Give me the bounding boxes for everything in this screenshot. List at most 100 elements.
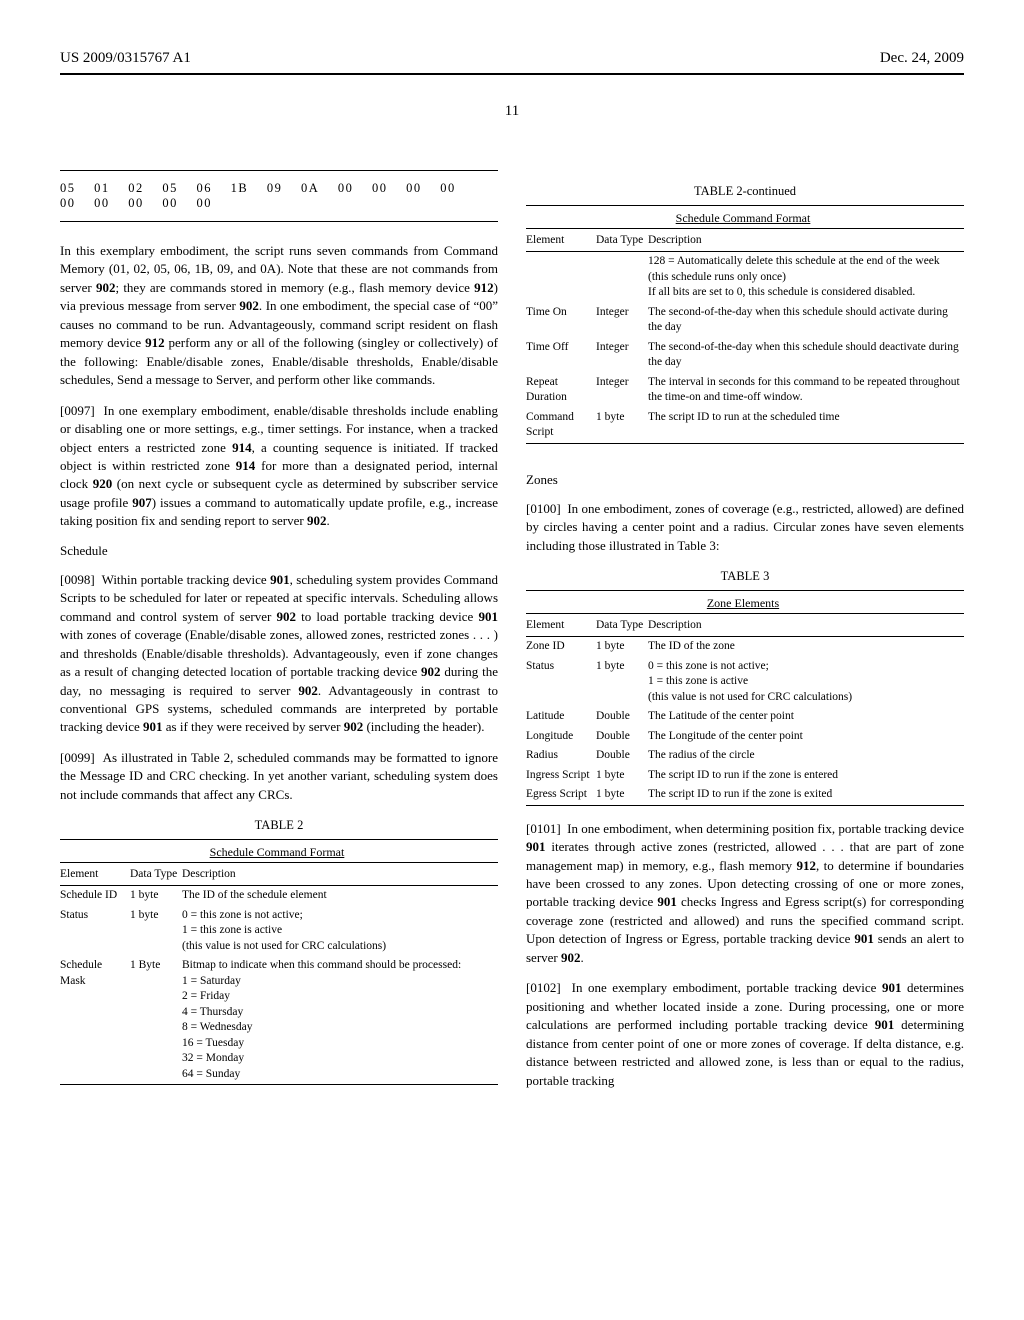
cell-datatype: 1 byte (596, 657, 648, 708)
para-0101: [0101] In one embodiment, when determini… (526, 820, 964, 968)
table-row: Time OnIntegerThe second-of-the-day when… (526, 303, 964, 338)
cell-description: The script ID to run if the zone is exit… (648, 785, 964, 805)
cell-description: The Longitude of the center point (648, 727, 964, 747)
table2-right: Schedule Command Format Element Data Typ… (526, 205, 964, 444)
cell-description: The Latitude of the center point (648, 707, 964, 727)
th-datatype: Data Type (596, 614, 648, 637)
table-row: Time OffIntegerThe second-of-the-day whe… (526, 338, 964, 373)
cell-element: Schedule ID (60, 886, 130, 906)
cell-datatype: 1 byte (596, 637, 648, 657)
cell-description: 0 = this zone is not active; 1 = this zo… (648, 657, 964, 708)
table2-left: Schedule Command Format Element Data Typ… (60, 839, 498, 1085)
header-rule (60, 73, 964, 75)
page-header: US 2009/0315767 A1 Dec. 24, 2009 (60, 50, 964, 67)
table2-subtitle-cont: Schedule Command Format (676, 211, 811, 225)
cell-description: The radius of the circle (648, 746, 964, 766)
table2-continued-title: TABLE 2-continued (526, 184, 964, 199)
cell-element: Status (526, 657, 596, 708)
th-description: Description (648, 229, 964, 252)
cell-datatype: Double (596, 746, 648, 766)
left-column: 05 01 02 05 06 1B 09 0A 00 00 00 00 00 0… (60, 170, 498, 1102)
cell-element: Command Script (526, 408, 596, 444)
table-row: Ingress Script1 byteThe script ID to run… (526, 766, 964, 786)
cell-element: Zone ID (526, 637, 596, 657)
table-row: Status1 byte0 = this zone is not active;… (526, 657, 964, 708)
para-tag-0101: [0101] (526, 821, 561, 836)
para-tag-0097: [0097] (60, 403, 95, 418)
cell-description: The interval in seconds for this command… (648, 373, 964, 408)
cell-element (526, 252, 596, 303)
th-datatype: Data Type (596, 229, 648, 252)
cell-description: 128 = Automatically delete this schedule… (648, 252, 964, 303)
table-row: Schedule ID1 byteThe ID of the schedule … (60, 886, 498, 906)
th-element: Element (60, 863, 130, 886)
cell-datatype: 1 byte (596, 408, 648, 444)
para-tag-0100: [0100] (526, 501, 561, 516)
body-columns: 05 01 02 05 06 1B 09 0A 00 00 00 00 00 0… (60, 170, 964, 1102)
cell-datatype: Integer (596, 373, 648, 408)
cell-description: The script ID to run at the scheduled ti… (648, 408, 964, 444)
para-0099: [0099] As illustrated in Table 2, schedu… (60, 749, 498, 804)
patent-page: US 2009/0315767 A1 Dec. 24, 2009 11 05 0… (0, 0, 1024, 1142)
cell-description: The second-of-the-day when this schedule… (648, 338, 964, 373)
cell-description: The ID of the schedule element (182, 886, 498, 906)
table-row: Egress Script1 byteThe script ID to run … (526, 785, 964, 805)
cell-element: Repeat Duration (526, 373, 596, 408)
cell-datatype: 1 Byte (130, 956, 182, 1085)
cell-element: Radius (526, 746, 596, 766)
cell-datatype: 1 byte (130, 906, 182, 957)
right-column: TABLE 2-continued Schedule Command Forma… (526, 170, 964, 1102)
intro-paragraph: In this exemplary embodiment, the script… (60, 242, 498, 390)
cell-element: Longitude (526, 727, 596, 747)
cell-datatype: 1 byte (596, 766, 648, 786)
cell-element: Ingress Script (526, 766, 596, 786)
table-row: Command Script1 byteThe script ID to run… (526, 408, 964, 444)
table3-subtitle: Zone Elements (707, 596, 779, 610)
cell-datatype: 1 byte (596, 785, 648, 805)
table-row: 128 = Automatically delete this schedule… (526, 252, 964, 303)
cell-datatype: Double (596, 727, 648, 747)
para-0100: [0100] In one embodiment, zones of cover… (526, 500, 964, 555)
table-row: Status1 byte0 = this zone is not active;… (60, 906, 498, 957)
cell-element: Status (60, 906, 130, 957)
table2-header-row: Element Data Type Description (60, 863, 498, 886)
para-tag-0099: [0099] (60, 750, 95, 765)
page-number: 11 (60, 103, 964, 120)
para-0102: [0102] In one exemplary embodiment, port… (526, 979, 964, 1090)
th-element: Element (526, 614, 596, 637)
patent-pub-number: US 2009/0315767 A1 (60, 50, 191, 67)
table-row: RadiusDoubleThe radius of the circle (526, 746, 964, 766)
cell-element: Schedule Mask (60, 956, 130, 1085)
th-datatype: Data Type (130, 863, 182, 886)
cell-datatype: Double (596, 707, 648, 727)
para-tag-0102: [0102] (526, 980, 561, 995)
para-0100-text: In one embodiment, zones of coverage (e.… (526, 501, 964, 553)
table-row: LatitudeDoubleThe Latitude of the center… (526, 707, 964, 727)
cell-element: Egress Script (526, 785, 596, 805)
cell-description: Bitmap to indicate when this command sho… (182, 956, 498, 1085)
cell-element: Latitude (526, 707, 596, 727)
cell-description: 0 = this zone is not active; 1 = this zo… (182, 906, 498, 957)
table2-cont-header-row: Element Data Type Description (526, 229, 964, 252)
patent-pub-date: Dec. 24, 2009 (880, 50, 964, 67)
cell-datatype: Integer (596, 303, 648, 338)
table-row: Schedule Mask1 ByteBitmap to indicate wh… (60, 956, 498, 1085)
cell-datatype: Integer (596, 338, 648, 373)
th-description: Description (182, 863, 498, 886)
cell-element: Time Off (526, 338, 596, 373)
table3-header-row: Element Data Type Description (526, 614, 964, 637)
para-0099-text: As illustrated in Table 2, scheduled com… (60, 750, 498, 802)
para-tag-0098: [0098] (60, 572, 95, 587)
th-element: Element (526, 229, 596, 252)
table3: Zone Elements Element Data Type Descript… (526, 590, 964, 806)
zones-heading: Zones (526, 472, 964, 488)
th-description: Description (648, 614, 964, 637)
table3-title: TABLE 3 (526, 569, 964, 584)
cell-datatype (596, 252, 648, 303)
table-row: Repeat DurationIntegerThe interval in se… (526, 373, 964, 408)
cell-datatype: 1 byte (130, 886, 182, 906)
table2-title: TABLE 2 (60, 818, 498, 833)
hex-bytes-row: 05 01 02 05 06 1B 09 0A 00 00 00 00 00 0… (60, 170, 498, 222)
cell-description: The second-of-the-day when this schedule… (648, 303, 964, 338)
table2-subtitle: Schedule Command Format (210, 845, 345, 859)
